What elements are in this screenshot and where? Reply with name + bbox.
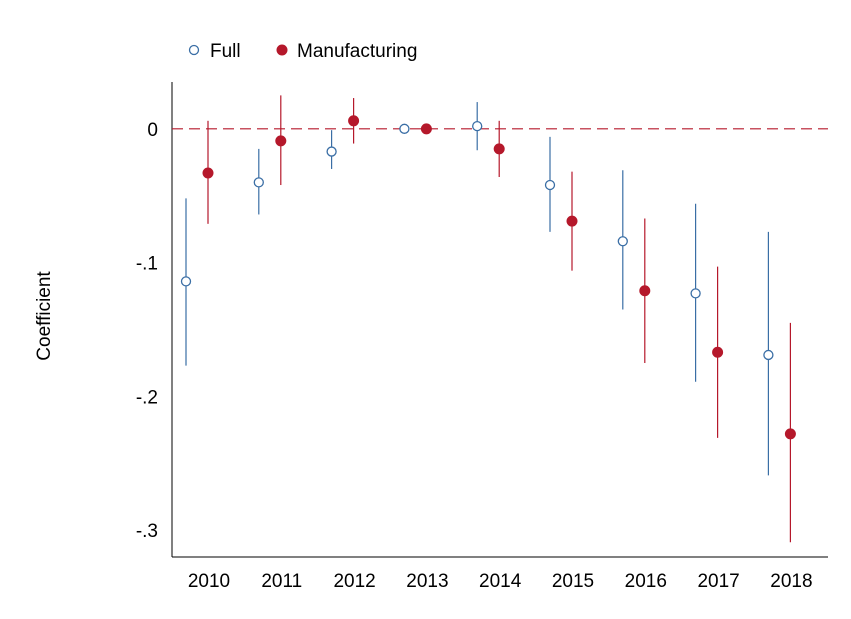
- x-tick-label: 2017: [697, 571, 739, 592]
- y-tick-label: -.2: [136, 387, 158, 408]
- legend-manufacturing-marker-icon: [276, 44, 288, 56]
- x-tick-label: 2010: [188, 571, 230, 592]
- x-tick-label: 2011: [261, 571, 302, 592]
- x-tick-label: 2013: [406, 571, 448, 592]
- manufacturing-point: [420, 123, 432, 135]
- x-tick-label: 2012: [333, 571, 375, 592]
- full-point: [399, 123, 410, 134]
- x-tick-label: 2018: [770, 571, 812, 592]
- full-point: [544, 179, 556, 191]
- full-point: [690, 288, 701, 299]
- y-tick-label: -.1: [136, 254, 158, 275]
- full-point: [472, 121, 483, 132]
- manufacturing-point: [639, 285, 651, 297]
- manufacturing-point: [348, 115, 360, 127]
- x-tick-label: 2016: [625, 571, 667, 592]
- legend-manufacturing-label: Manufacturing: [297, 41, 417, 62]
- axes: [171, 82, 828, 558]
- legend-full-marker-icon: [188, 44, 200, 56]
- series-group: [180, 95, 796, 543]
- full-point: [617, 236, 628, 247]
- tick-labels: 0 -.1 -.2 -.3 2010 2011 2012 2013 2014 2015 2016 20…: [136, 120, 813, 592]
- x-tick-label: 2015: [552, 571, 594, 592]
- legend-full-label: Full: [210, 41, 241, 62]
- manufacturing-point: [275, 135, 287, 147]
- y-tick-label: 0: [147, 120, 158, 141]
- full-point: [253, 177, 264, 188]
- y-axis-title: Coefficient: [34, 271, 55, 361]
- full-point: [763, 349, 774, 361]
- manufacturing-point: [493, 143, 505, 155]
- full-point: [326, 146, 337, 157]
- x-tick-label: 2014: [479, 571, 522, 592]
- manufacturing-point: [202, 167, 214, 179]
- manufacturing-point: [712, 346, 724, 358]
- y-tick-label: -.3: [136, 521, 158, 542]
- full-point: [180, 276, 192, 287]
- manufacturing-point: [566, 215, 578, 227]
- manufacturing-point: [784, 428, 796, 440]
- legend: Full Manufacturing: [188, 41, 417, 62]
